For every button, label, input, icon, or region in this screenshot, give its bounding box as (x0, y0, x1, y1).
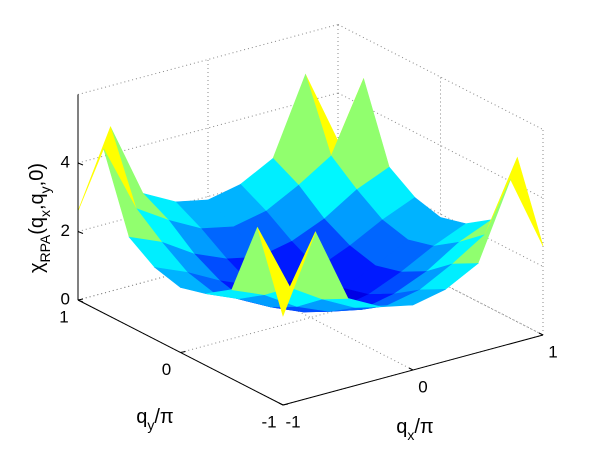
x-axis-label: qx/π (396, 416, 433, 442)
label-part: ,q (26, 193, 48, 210)
z-tick (77, 231, 84, 234)
label-part: y (147, 417, 154, 433)
y-tick-label: 1 (59, 307, 68, 326)
z-tick-label: 2 (61, 221, 70, 240)
label-part: q (396, 416, 407, 438)
label-part: q (136, 406, 147, 428)
z-axis-label: χRPA(qx,qy,0) (26, 163, 52, 273)
x-tick (278, 402, 284, 406)
z-tick-label: 4 (61, 152, 70, 171)
label-part: x (37, 210, 53, 217)
surface-patch (484, 156, 544, 247)
label-part: (q (26, 217, 48, 235)
box-edge (77, 24, 339, 95)
label-part: /π (154, 406, 173, 428)
y-tick-label: -1 (261, 412, 276, 431)
label-part: y (37, 186, 53, 193)
y-tick (282, 403, 289, 406)
x-tick-label: -1 (285, 412, 300, 431)
y-axis-label: qy/π (136, 406, 173, 432)
z-tick (77, 162, 84, 166)
y-tick (180, 351, 186, 353)
x-tick (538, 332, 544, 336)
x-tick (408, 367, 414, 371)
label-part: x (407, 427, 414, 443)
y-tick-label: 0 (162, 360, 171, 379)
z-tick-label: 0 (61, 289, 70, 308)
x-tick-label: 1 (548, 342, 557, 361)
label-part: ,0) (26, 163, 48, 186)
surface-patch (257, 227, 316, 317)
x-tick-label: 0 (418, 377, 427, 396)
label-part: RPA (37, 234, 53, 262)
label-part: /π (414, 416, 433, 438)
surface (77, 73, 544, 317)
z-tick (77, 299, 84, 303)
label-part: χ (26, 262, 48, 273)
